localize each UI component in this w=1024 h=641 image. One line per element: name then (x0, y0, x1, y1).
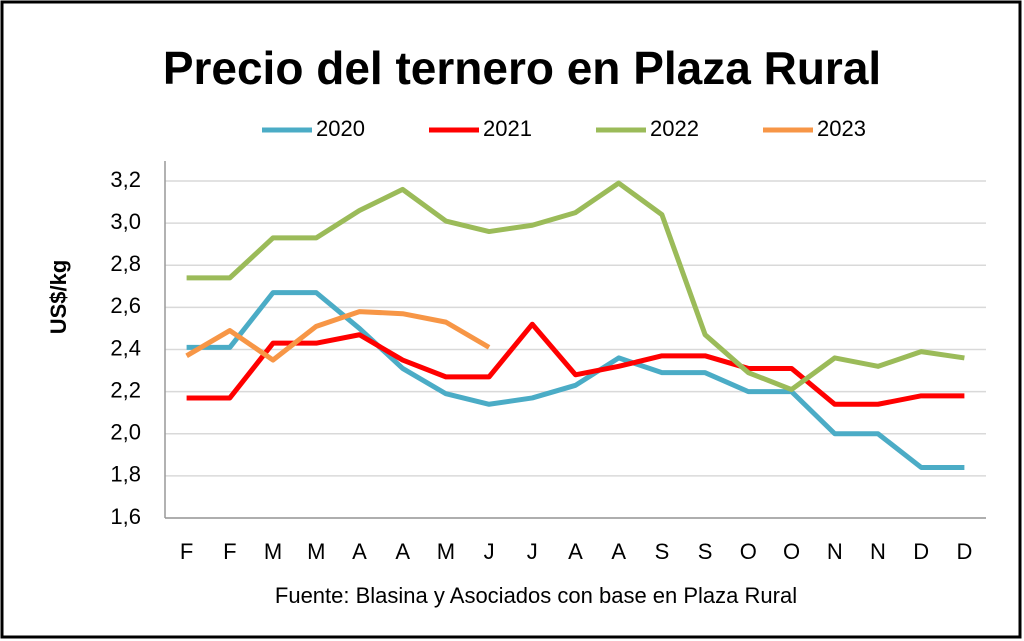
y-tick-label: 2,2 (110, 377, 141, 402)
y-tick-label: 2,0 (110, 420, 141, 445)
x-tick-label: S (655, 539, 670, 564)
x-tick-label: A (611, 539, 626, 564)
series-line (186, 290, 965, 470)
x-tick-label: M (437, 539, 455, 564)
x-tick-label: F (223, 539, 236, 564)
x-tick-label: O (783, 539, 800, 564)
x-tick-label: A (352, 539, 367, 564)
x-tick-label: J (527, 539, 538, 564)
x-tick-label: A (395, 539, 410, 564)
y-tick-label: 1,6 (110, 504, 141, 529)
y-axis-label: US$/kg (46, 260, 71, 335)
x-tick-label: S (698, 539, 713, 564)
x-tick-label: A (568, 539, 583, 564)
y-tick-label: 3,0 (110, 209, 141, 234)
x-tick-label: F (180, 539, 193, 564)
legend-label: 2022 (650, 116, 699, 141)
legend-label: 2023 (817, 116, 866, 141)
x-tick-label: O (740, 539, 757, 564)
series-line (186, 321, 965, 407)
x-tick-label: D (913, 539, 929, 564)
x-tick-label: J (484, 539, 495, 564)
y-tick-label: 2,6 (110, 293, 141, 318)
source-note: Fuente: Blasina y Asociados con base en … (275, 583, 797, 608)
y-tick-label: 2,4 (110, 335, 141, 360)
x-tick-label: M (264, 539, 282, 564)
x-tick-label: M (307, 539, 325, 564)
y-tick-label: 3,2 (110, 167, 141, 192)
series-line (186, 180, 965, 393)
series-line (185, 309, 491, 363)
legend-label: 2020 (316, 116, 365, 141)
chart-title: Precio del ternero en Plaza Rural (163, 42, 881, 94)
x-tick-label: D (956, 539, 972, 564)
y-tick-label: 2,8 (110, 251, 141, 276)
y-tick-label: 1,8 (110, 462, 141, 487)
legend-label: 2021 (483, 116, 532, 141)
x-tick-label: N (827, 539, 843, 564)
x-tick-label: N (870, 539, 886, 564)
